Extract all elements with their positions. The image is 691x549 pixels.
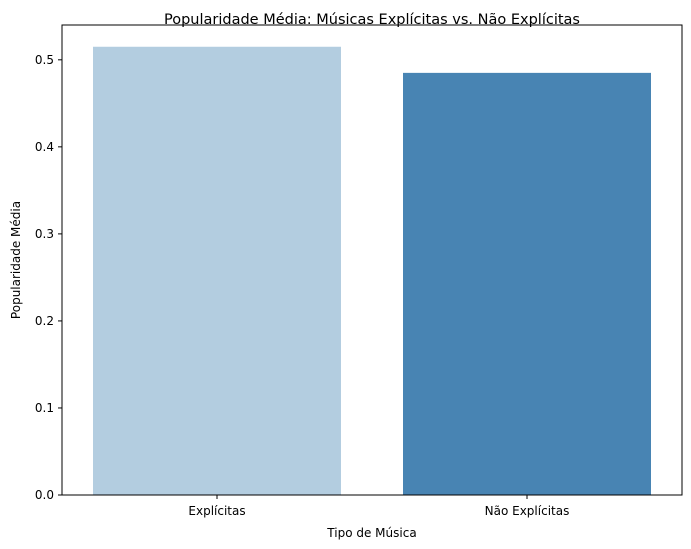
y-tick-label: 0.4 [35, 140, 54, 154]
x-axis-label: Tipo de Música [326, 526, 416, 540]
x-axis-ticks: Explícitas Não Explícitas [188, 495, 569, 518]
y-tick-label: 0.1 [35, 401, 54, 415]
x-tick-label: Não Explícitas [485, 504, 570, 518]
bars-group [93, 46, 651, 496]
chart-title: Popularidade Média: Músicas Explícitas v… [164, 12, 580, 28]
y-tick-label: 0.0 [35, 488, 54, 502]
plot-frame [61, 24, 683, 496]
y-axis-label: Popularidade Média [9, 201, 23, 319]
y-tick-label: 0.2 [35, 314, 54, 328]
x-tick-label: Explícitas [188, 504, 245, 518]
bar-0 [93, 46, 341, 496]
y-tick-label: 0.5 [35, 53, 54, 67]
y-axis-ticks: 0.0 0.1 0.2 0.3 0.4 0.5 [35, 53, 62, 502]
bar-1 [403, 72, 651, 496]
y-tick-label: 0.3 [35, 227, 54, 241]
